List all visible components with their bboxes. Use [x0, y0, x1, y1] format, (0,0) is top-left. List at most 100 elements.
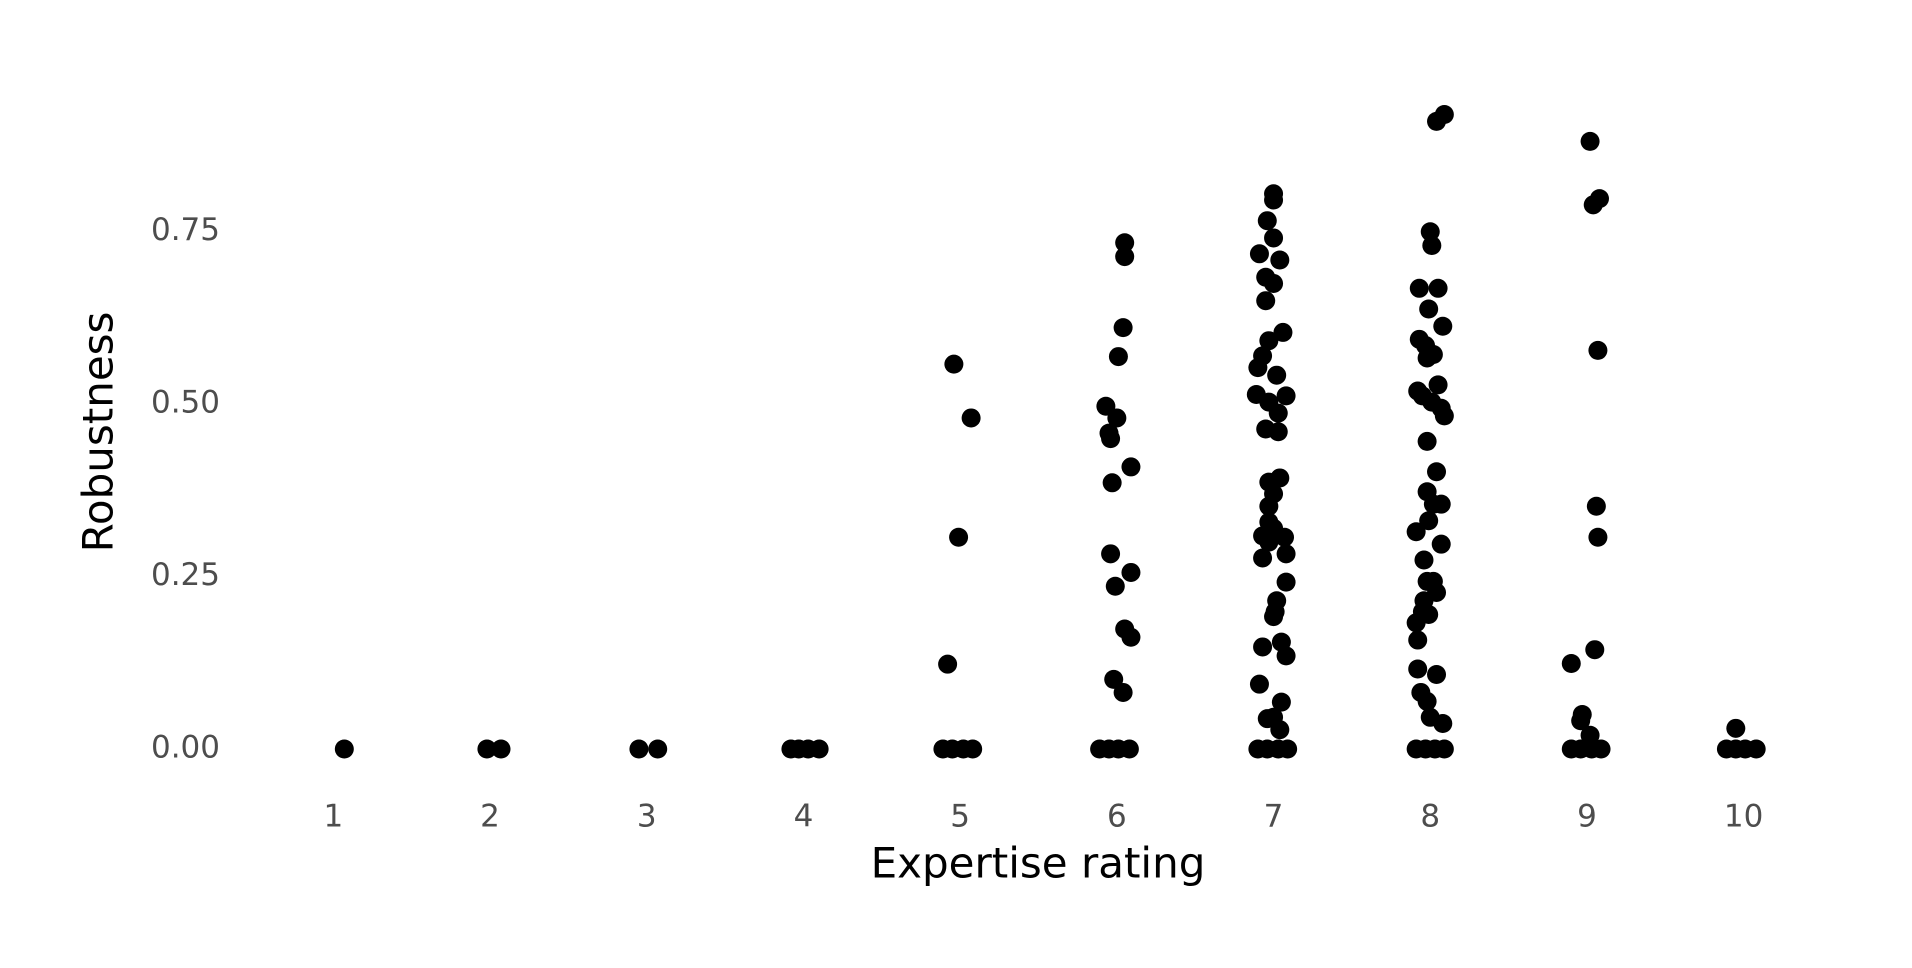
- point: [1433, 316, 1453, 336]
- point: [1561, 653, 1581, 673]
- point: [1431, 494, 1451, 514]
- point: [1746, 739, 1766, 759]
- point: [1428, 375, 1448, 395]
- x-tick-label: 5: [950, 799, 970, 835]
- point: [491, 739, 511, 759]
- x-tick-label: 9: [1577, 799, 1597, 835]
- x-tick-label: 4: [794, 799, 814, 835]
- point: [1276, 386, 1296, 406]
- point: [1586, 496, 1606, 516]
- point: [1102, 473, 1122, 493]
- point: [1249, 244, 1269, 264]
- x-tick-label: 2: [480, 799, 500, 835]
- point: [1253, 637, 1273, 657]
- point: [1428, 278, 1448, 298]
- point: [1420, 222, 1440, 242]
- y-axis-title: Robustness: [74, 312, 123, 553]
- point: [1267, 365, 1287, 385]
- point: [1121, 627, 1141, 647]
- point: [1268, 403, 1288, 423]
- point: [1121, 562, 1141, 582]
- point: [648, 739, 668, 759]
- point: [1115, 247, 1135, 267]
- point: [1270, 720, 1290, 740]
- y-tick-label: 0.50: [151, 385, 220, 421]
- x-tick-label: 3: [637, 799, 657, 835]
- point: [1427, 462, 1447, 482]
- point: [1427, 111, 1447, 131]
- point: [809, 739, 829, 759]
- point: [1726, 718, 1746, 738]
- point: [1101, 544, 1121, 564]
- point: [1264, 607, 1284, 627]
- point: [1273, 322, 1293, 342]
- point: [1113, 682, 1133, 702]
- point: [1259, 496, 1279, 516]
- point: [1433, 713, 1453, 733]
- point: [1276, 572, 1296, 592]
- x-tick-label: 7: [1264, 799, 1284, 835]
- point: [1406, 613, 1426, 633]
- x-tick-label: 6: [1107, 799, 1127, 835]
- x-tick-label: 10: [1724, 799, 1763, 835]
- point: [1408, 630, 1428, 650]
- point: [1583, 195, 1603, 215]
- point: [1431, 534, 1451, 554]
- point: [1264, 228, 1284, 248]
- point: [961, 408, 981, 428]
- point: [1427, 665, 1447, 685]
- point: [963, 739, 983, 759]
- x-tick-label: 1: [323, 799, 343, 835]
- x-tick-label: 8: [1420, 799, 1440, 835]
- point: [1434, 739, 1454, 759]
- point: [1115, 233, 1135, 253]
- point: [1414, 550, 1434, 570]
- point: [944, 354, 964, 374]
- point: [1409, 278, 1429, 298]
- point: [1276, 646, 1296, 666]
- point: [1268, 422, 1288, 442]
- point: [1270, 250, 1290, 270]
- x-axis-title: Expertise rating: [871, 839, 1206, 888]
- point: [1105, 576, 1125, 596]
- point: [1588, 340, 1608, 360]
- point: [1419, 299, 1439, 319]
- point: [1248, 358, 1268, 378]
- point: [1257, 211, 1277, 231]
- point: [1271, 692, 1291, 712]
- point: [1408, 659, 1428, 679]
- point: [1104, 669, 1124, 689]
- point: [1417, 348, 1437, 368]
- point: [629, 739, 649, 759]
- point: [1585, 640, 1605, 660]
- point: [938, 654, 958, 674]
- point: [1259, 331, 1279, 351]
- point: [1591, 739, 1611, 759]
- y-tick-label: 0.00: [151, 730, 220, 766]
- point: [1121, 457, 1141, 477]
- point: [1107, 408, 1127, 428]
- point: [1264, 273, 1284, 293]
- point: [1580, 725, 1600, 745]
- point: [1571, 711, 1591, 731]
- point: [1278, 739, 1298, 759]
- point: [1256, 291, 1276, 311]
- point: [1588, 527, 1608, 547]
- point: [1113, 318, 1133, 338]
- y-tick-label: 0.75: [151, 212, 220, 248]
- point: [1417, 691, 1437, 711]
- point: [1580, 131, 1600, 151]
- point: [1249, 674, 1269, 694]
- point: [477, 739, 497, 759]
- point: [1275, 527, 1295, 547]
- point: [1419, 511, 1439, 531]
- point: [949, 527, 969, 547]
- point: [1434, 406, 1454, 426]
- point: [1264, 190, 1284, 210]
- point: [334, 739, 354, 759]
- point: [1108, 347, 1128, 367]
- y-tick-label: 0.25: [151, 557, 220, 593]
- point: [1253, 548, 1273, 568]
- point: [1259, 532, 1279, 552]
